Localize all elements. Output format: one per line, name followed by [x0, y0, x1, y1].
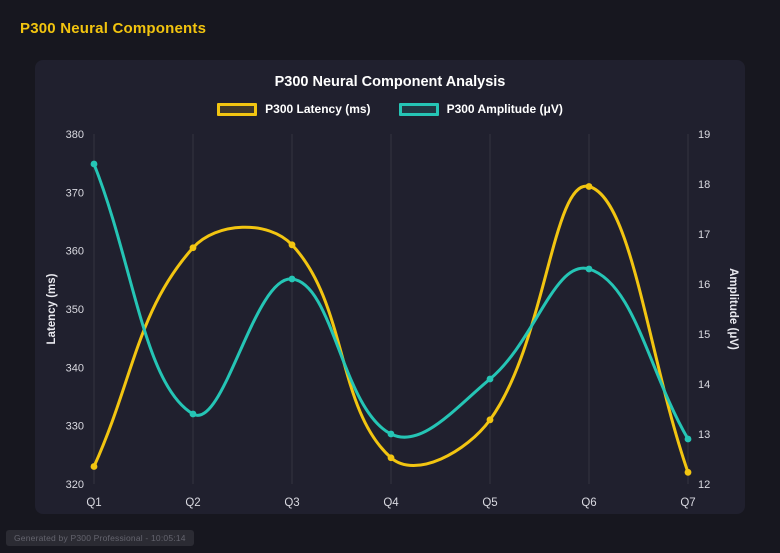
x-axis-tick: Q7 — [680, 497, 695, 509]
right-axis-tick: 17 — [698, 229, 710, 241]
x-axis-tick: Q2 — [185, 497, 200, 509]
x-axis-tick: Q1 — [86, 497, 101, 509]
page-title: P300 Neural Components — [20, 20, 207, 37]
data-point[interactable] — [288, 241, 296, 249]
left-axis-title: Latency (ms) — [46, 273, 58, 344]
data-point[interactable] — [684, 435, 692, 443]
chart-area: 320 330 340 350 360 370 380 12 13 14 15 16 17 18 19 Q1 Q… — [35, 122, 745, 518]
data-point[interactable] — [189, 244, 197, 252]
right-axis-tick: 13 — [698, 429, 710, 441]
legend-item[interactable]: P300 Latency (ms) — [217, 102, 371, 116]
left-axis-tick: 340 — [66, 362, 84, 374]
x-axis-tick: Q6 — [581, 497, 596, 509]
data-point[interactable] — [387, 454, 395, 462]
left-axis-tick: 330 — [66, 421, 84, 433]
legend-item[interactable]: P300 Amplitude (μV) — [398, 102, 563, 116]
right-axis-tick: 15 — [698, 329, 710, 341]
data-point[interactable] — [684, 468, 692, 476]
left-axis-tick: 380 — [66, 129, 84, 141]
chart-legend: P300 Latency (ms) P300 Amplitude (μV) — [35, 102, 745, 116]
left-axis-tick: 350 — [66, 304, 84, 316]
legend-swatch — [217, 102, 258, 116]
data-point[interactable] — [288, 275, 296, 283]
right-axis-tick: 19 — [698, 129, 710, 141]
data-point[interactable] — [585, 265, 593, 273]
data-point[interactable] — [387, 430, 395, 438]
footer-badge: Generated by P300 Professional - 10:05:1… — [6, 530, 194, 546]
chart-canvas[interactable]: 320 330 340 350 360 370 380 12 13 14 15 16 17 18 19 Q1 Q… — [40, 122, 740, 518]
footer-text: Generated by P300 Professional - 10:05:1… — [14, 533, 186, 543]
legend-label: P300 Amplitude (μV) — [446, 102, 563, 116]
right-axis-tick: 14 — [698, 379, 710, 391]
data-point[interactable] — [189, 410, 197, 418]
right-axis-tick: 16 — [698, 279, 710, 291]
x-axis-tick: Q4 — [383, 497, 399, 509]
legend-swatch — [398, 102, 439, 116]
x-axis-tick: Q3 — [284, 497, 299, 509]
left-axis-tick: 370 — [66, 187, 84, 199]
right-axis-tick: 12 — [698, 479, 710, 491]
data-point[interactable] — [486, 375, 494, 383]
data-point[interactable] — [90, 160, 98, 168]
x-axis-tick: Q5 — [482, 497, 497, 509]
data-point[interactable] — [90, 463, 98, 470]
right-axis-title: Amplitude (μV) — [727, 268, 739, 350]
data-point[interactable] — [585, 183, 593, 190]
left-axis-tick: 320 — [66, 479, 84, 491]
right-axis-tick: 18 — [698, 179, 710, 191]
left-axis-tick: 360 — [66, 246, 84, 258]
data-point[interactable] — [486, 416, 494, 424]
chart-panel: P300 Neural Component Analysis P300 Late… — [35, 60, 745, 514]
chart-title: P300 Neural Component Analysis — [274, 74, 506, 90]
legend-label: P300 Latency (ms) — [265, 102, 371, 116]
